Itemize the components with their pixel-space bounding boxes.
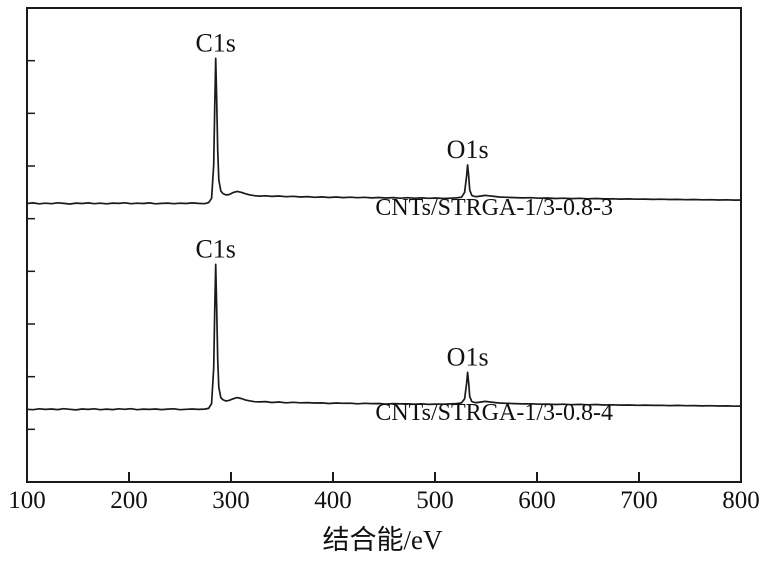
x-axis-tick-label: 800 [722,487,760,514]
peak-label-c1s: C1s [195,28,235,57]
x-axis-tick-label: 100 [8,487,46,514]
x-axis-tick-label: 700 [620,487,658,514]
x-axis-tick-label: 400 [314,487,352,514]
x-axis-tick-label: 300 [212,487,250,514]
plot-border [26,7,742,483]
series-label-1: CNTs/STRGA-1/3-0.8-4 [375,400,613,426]
x-axis-title: 结合能/eV [322,525,443,555]
x-axis-tick-label: 500 [416,487,454,514]
peak-label-c1s: C1s [195,234,235,263]
x-axis-tick-label: 600 [518,487,556,514]
series-label-0: CNTs/STRGA-1/3-0.8-3 [375,195,613,221]
x-axis-tick-label: 200 [110,487,148,514]
peak-label-o1s: O1s [447,342,489,371]
spectrum-curve-1 [26,263,742,411]
spectrum-curve-0 [26,57,742,205]
peak-label-o1s: O1s [447,135,489,164]
